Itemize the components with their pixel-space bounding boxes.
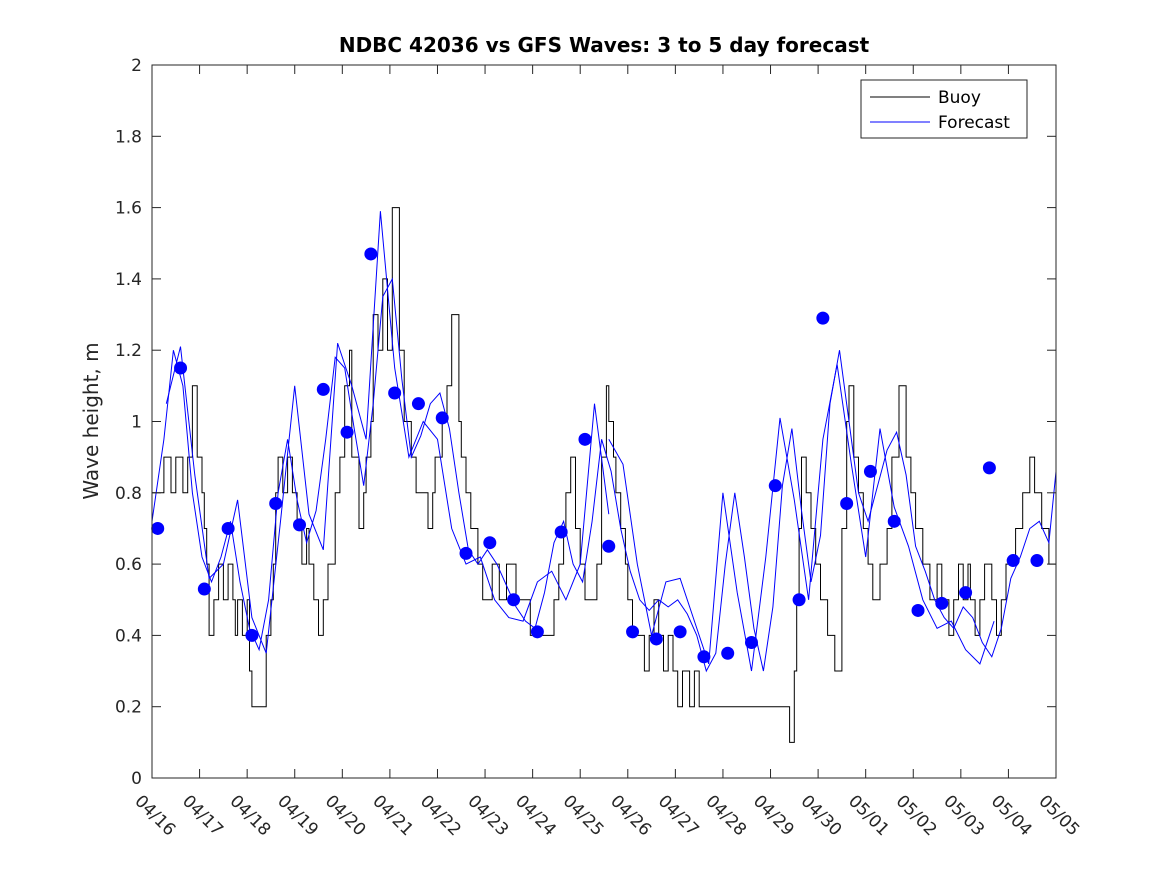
forecast-marker xyxy=(697,650,711,664)
forecast-marker xyxy=(151,521,165,535)
forecast-marker xyxy=(768,479,782,493)
x-tick-label: 04/18 xyxy=(226,791,275,840)
forecast-marker xyxy=(744,636,758,650)
forecast-marker xyxy=(245,628,259,642)
forecast-marker xyxy=(840,496,854,510)
y-tick-label: 2 xyxy=(131,56,142,76)
forecast-marker xyxy=(887,514,901,528)
y-tick-label: 0.2 xyxy=(115,698,142,718)
y-tick-label: 0.8 xyxy=(115,484,142,504)
forecast-marker xyxy=(459,546,473,560)
forecast-series-line xyxy=(151,277,1057,673)
forecast-marker xyxy=(792,593,806,607)
legend-label-forecast: Forecast xyxy=(938,113,1010,133)
forecast-marker xyxy=(982,461,996,475)
forecast-marker xyxy=(174,361,188,375)
x-tick-label: 04/27 xyxy=(654,791,703,840)
y-tick-label: 1.4 xyxy=(115,270,142,290)
forecast-marker xyxy=(626,625,640,639)
x-tick-label: 05/04 xyxy=(987,791,1036,840)
plot-area xyxy=(152,65,1056,778)
x-tick-label: 04/23 xyxy=(464,791,513,840)
forecast-marker xyxy=(483,536,497,550)
y-tick-label: 1.6 xyxy=(115,199,142,219)
forecast-marker xyxy=(316,382,330,396)
x-tick-label: 04/26 xyxy=(606,791,655,840)
y-tick-label: 1 xyxy=(131,413,142,433)
x-tick-label: 04/28 xyxy=(701,791,750,840)
forecast-marker xyxy=(578,432,592,446)
forecast-marker xyxy=(221,521,235,535)
x-tick-label: 04/29 xyxy=(749,791,798,840)
x-tick-label: 04/17 xyxy=(178,791,227,840)
forecast-marker xyxy=(507,593,521,607)
forecast-marker xyxy=(435,411,449,425)
x-tick-label: 04/19 xyxy=(273,791,322,840)
x-tick-label: 05/03 xyxy=(939,791,988,840)
forecast-run-line-0 xyxy=(165,211,610,654)
y-tick-label: 1.2 xyxy=(115,341,142,361)
forecast-marker xyxy=(816,311,830,325)
forecast-marker xyxy=(364,247,378,261)
forecast-marker xyxy=(530,625,544,639)
forecast-marker xyxy=(863,464,877,478)
forecast-marker xyxy=(935,596,949,610)
x-tick-label: 05/01 xyxy=(844,791,893,840)
forecast-marker xyxy=(269,496,283,510)
x-tick-label: 04/30 xyxy=(797,791,846,840)
y-tick-label: 0.4 xyxy=(115,626,142,646)
forecast-marker xyxy=(411,397,425,411)
x-tick-label: 04/20 xyxy=(321,791,370,840)
legend: Buoy Forecast xyxy=(860,79,1028,139)
forecast-marker xyxy=(602,539,616,553)
forecast-marker xyxy=(673,625,687,639)
forecast-marker xyxy=(721,646,735,660)
markers-layer xyxy=(151,247,1044,664)
x-tick-label: 05/05 xyxy=(1034,791,1083,840)
forecast-marker xyxy=(1030,554,1044,568)
y-tick-label: 0.6 xyxy=(115,555,142,575)
x-tick-label: 04/16 xyxy=(130,791,179,840)
forecast-run-line-1 xyxy=(608,364,995,672)
y-tick-label: 0 xyxy=(131,769,142,789)
forecast-marker xyxy=(554,525,568,539)
y-tick-label: 1.8 xyxy=(115,127,142,147)
forecast-marker xyxy=(911,603,925,617)
forecast-marker xyxy=(292,518,306,532)
forecast-marker xyxy=(959,586,973,600)
forecast-marker xyxy=(340,425,354,439)
chart-title: NDBC 42036 vs GFS Waves: 3 to 5 day fore… xyxy=(339,33,870,57)
x-tick-label: 04/21 xyxy=(368,791,417,840)
y-axis-label: Wave height, m xyxy=(79,342,103,499)
x-tick-label: 04/22 xyxy=(416,791,465,840)
forecast-marker xyxy=(197,582,211,596)
legend-box xyxy=(860,79,1028,139)
x-tick-label: 04/24 xyxy=(511,791,560,840)
forecast-marker xyxy=(1006,554,1020,568)
forecast-marker xyxy=(388,386,402,400)
legend-label-buoy: Buoy xyxy=(938,88,981,108)
x-tick-label: 05/02 xyxy=(892,791,941,840)
forecast-marker xyxy=(649,632,663,646)
x-tick-label: 04/25 xyxy=(559,791,608,840)
